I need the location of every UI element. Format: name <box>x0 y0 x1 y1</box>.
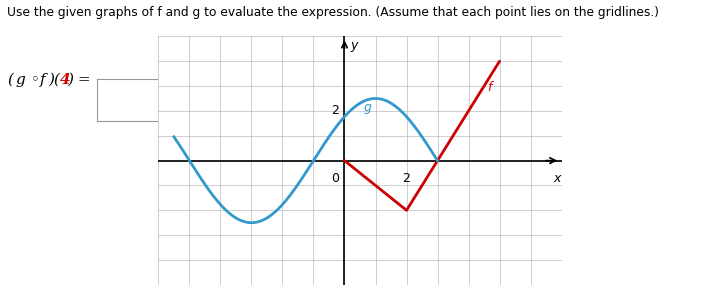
Text: g: g <box>16 73 26 87</box>
Text: g: g <box>363 101 371 114</box>
Text: 0: 0 <box>331 172 339 185</box>
Text: ) =: ) = <box>68 73 91 87</box>
Text: (: ( <box>7 73 13 87</box>
Text: 2: 2 <box>331 105 339 117</box>
Text: 4: 4 <box>60 73 71 87</box>
Text: f: f <box>487 81 492 94</box>
Text: x: x <box>553 172 561 185</box>
Text: )(: )( <box>48 73 60 87</box>
Text: 2: 2 <box>402 172 410 185</box>
Text: Use the given graphs of f and g to evaluate the expression. (Assume that each po: Use the given graphs of f and g to evalu… <box>7 6 660 19</box>
Text: f: f <box>40 73 45 87</box>
Text: ◦: ◦ <box>26 73 45 87</box>
Text: y: y <box>350 39 357 52</box>
